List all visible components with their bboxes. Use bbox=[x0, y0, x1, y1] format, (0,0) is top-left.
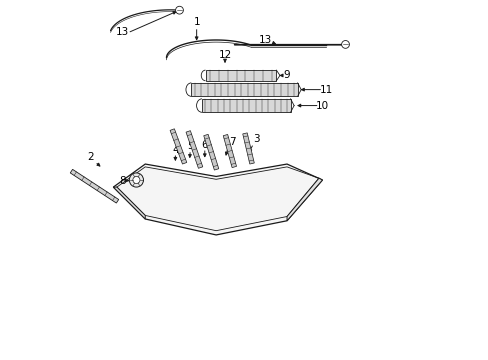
Polygon shape bbox=[113, 187, 145, 219]
Text: 11: 11 bbox=[319, 85, 332, 95]
Polygon shape bbox=[113, 164, 322, 235]
Polygon shape bbox=[70, 169, 119, 203]
Circle shape bbox=[175, 6, 183, 14]
Text: 6: 6 bbox=[201, 140, 208, 149]
Polygon shape bbox=[242, 133, 254, 164]
Polygon shape bbox=[202, 99, 290, 112]
Text: 12: 12 bbox=[218, 50, 231, 60]
Polygon shape bbox=[185, 131, 203, 168]
Polygon shape bbox=[170, 129, 186, 164]
Text: 13: 13 bbox=[259, 35, 272, 45]
Text: 1: 1 bbox=[193, 17, 200, 27]
Circle shape bbox=[341, 41, 349, 48]
Polygon shape bbox=[205, 70, 276, 81]
Polygon shape bbox=[191, 83, 297, 96]
Text: 2: 2 bbox=[87, 152, 93, 162]
Polygon shape bbox=[286, 178, 322, 221]
Text: 3: 3 bbox=[253, 134, 260, 144]
Circle shape bbox=[129, 173, 143, 187]
Circle shape bbox=[133, 176, 140, 184]
Text: 10: 10 bbox=[315, 100, 328, 111]
Text: 4: 4 bbox=[172, 145, 178, 155]
Polygon shape bbox=[223, 135, 236, 168]
Text: 9: 9 bbox=[283, 71, 290, 80]
Text: 8: 8 bbox=[119, 176, 125, 186]
Text: 5: 5 bbox=[187, 141, 194, 151]
Polygon shape bbox=[203, 134, 218, 170]
Text: 13: 13 bbox=[115, 27, 128, 37]
Text: 7: 7 bbox=[228, 137, 235, 147]
